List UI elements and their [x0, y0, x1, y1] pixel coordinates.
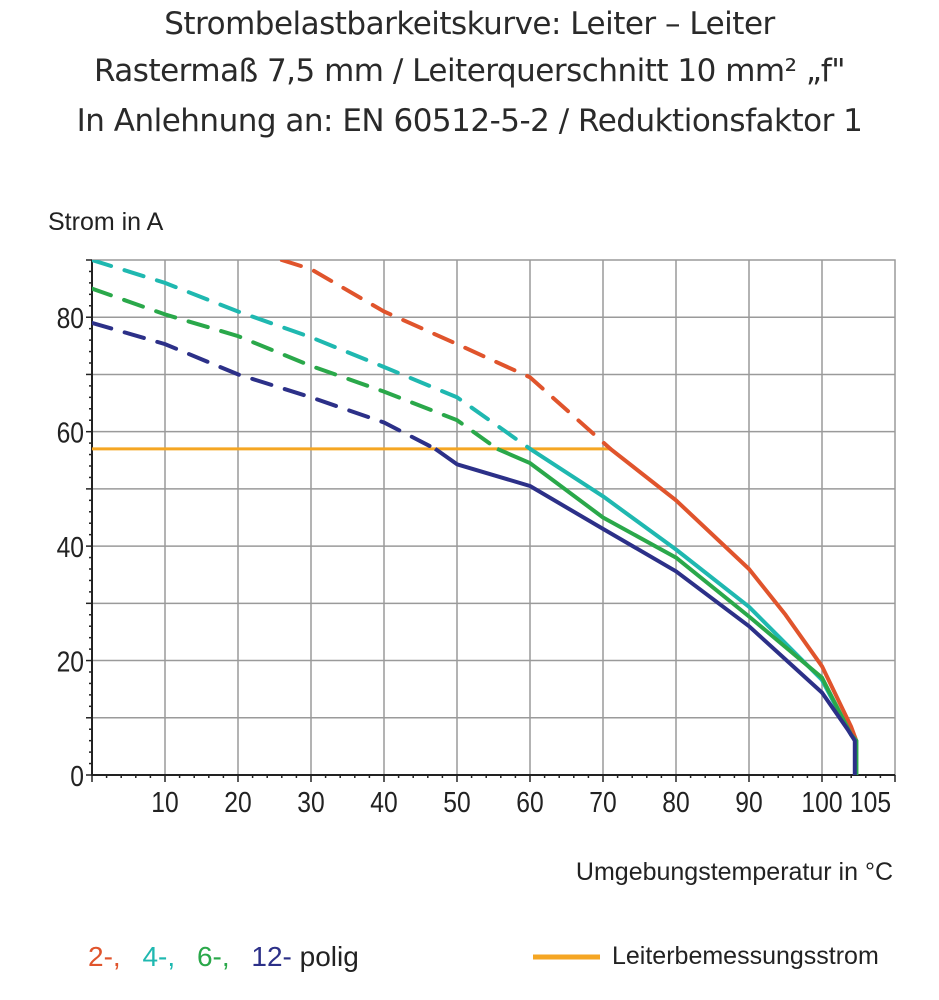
- legend-4-polig: 4-,: [142, 941, 175, 972]
- series-lines: [92, 260, 859, 775]
- x-tick-label: 40: [370, 786, 397, 818]
- series-12-polig-dashed: [92, 320, 438, 451]
- series-12-polig-solid: [433, 447, 857, 775]
- legend-12-polig: 12-: [251, 941, 291, 972]
- chart-title-line-2: Rastermaß 7,5 mm / Leiterquerschnitt 10 …: [93, 53, 846, 89]
- x-tick-label: 80: [662, 786, 689, 818]
- x-axis-label: Umgebungstemperatur in °C: [576, 858, 893, 886]
- x-tick-label: 50: [443, 786, 470, 818]
- series-6-polig-dashed: [92, 286, 500, 451]
- y-tick-label: 40: [57, 531, 84, 563]
- svg-text:2-, 4-, 6-,: 2-, 4-, 6-, 12- polig: [88, 941, 359, 972]
- y-tick-label: 60: [57, 417, 84, 449]
- x-tick-label: 70: [589, 786, 616, 818]
- grid: [91, 259, 896, 776]
- y-tick-label: 80: [57, 302, 84, 334]
- x-tick-label: 90: [735, 786, 762, 818]
- chart-title-line-1: Strombelastbarkeitskurve: Leiter – Leite…: [164, 6, 775, 42]
- y-tick-label: 0: [70, 760, 84, 792]
- legend-2-polig: 2-,: [88, 941, 121, 972]
- axis-ticks: 0 20 40 60 80 10 20 30 40 50 60 70 80 90 100 105: [57, 259, 896, 818]
- x-tick-label: 20: [224, 786, 251, 818]
- x-tick-label: 105: [850, 786, 891, 818]
- legend-polig-suffix: polig: [300, 941, 359, 972]
- chart-title-line-3: In Anlehnung an: EN 60512-5-2 / Reduktio…: [76, 103, 863, 139]
- x-tick-label: 10: [151, 786, 178, 818]
- plot-frame: [91, 259, 896, 776]
- y-tick-label: 20: [57, 646, 84, 678]
- legend-6-polig: 6-,: [197, 941, 230, 972]
- legend: 2-, 4-, 6-, 12- polig Leiterbemessungsst…: [88, 941, 879, 972]
- x-tick-label: 30: [297, 786, 324, 818]
- x-tick-label: 100: [801, 786, 842, 818]
- y-axis-label: Strom in A: [48, 208, 164, 236]
- series-4-polig-dashed: [92, 260, 532, 451]
- legend-rated-current-label: Leiterbemessungsstrom: [612, 942, 879, 970]
- x-tick-label: 60: [516, 786, 543, 818]
- series-2-polig-dashed: [279, 260, 613, 451]
